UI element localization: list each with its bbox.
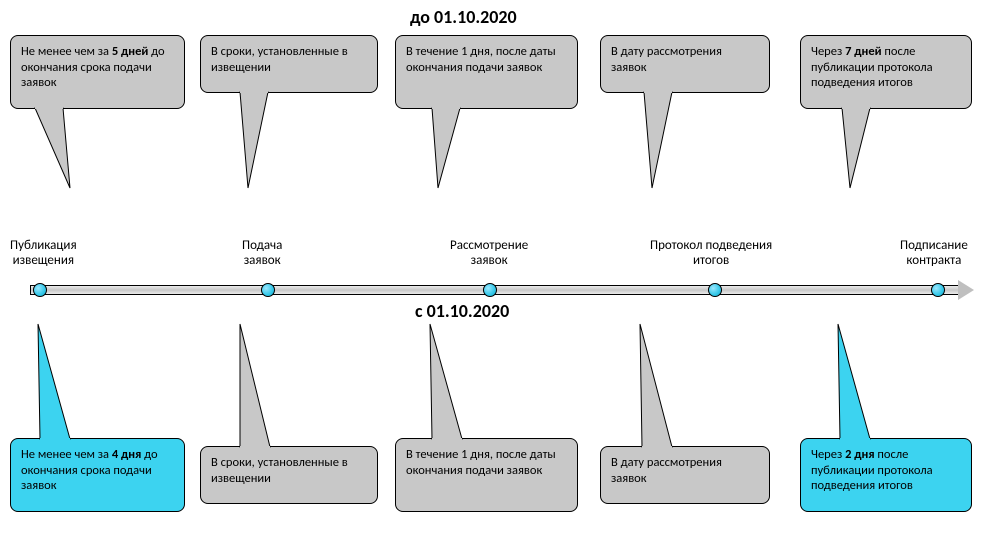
callout-tail — [836, 322, 872, 441]
callout-top: Не менее чем за 5 дней до окончания срок… — [10, 35, 185, 109]
milestone-label: Публикация извещения — [10, 238, 77, 268]
timeline-node — [708, 283, 722, 297]
callout-top: Через 7 дней после публикации протокола … — [800, 35, 972, 109]
callout-tail — [840, 106, 872, 190]
callout-tail — [638, 322, 674, 449]
milestone-label: Протокол подведения итогов — [650, 238, 772, 268]
callout-bottom: Не менее чем за 4 дня до окончания срока… — [10, 438, 185, 512]
callout-bottom: В течение 1 дня, после даты окончания по… — [395, 438, 578, 512]
milestone-label: Подписание контракта — [900, 238, 968, 268]
callout-top: В течение 1 дня, после даты окончания по… — [395, 35, 578, 109]
callout-tail — [430, 106, 462, 190]
timeline-arrowhead — [958, 280, 974, 300]
timeline-node — [483, 283, 497, 297]
milestone-label: Подача заявок — [242, 238, 282, 268]
milestone-label: Рассмотрение заявок — [450, 238, 528, 268]
callout-tail — [36, 322, 72, 441]
callout-bottom: В сроки, установленные в извещении — [200, 446, 378, 504]
title-bottom: с 01.10.2020 — [415, 300, 509, 322]
callout-tail — [238, 322, 272, 449]
title-top: до 01.10.2020 — [410, 6, 517, 28]
callout-tail — [642, 90, 674, 190]
callout-bottom: Через 2 дня после публикации протокола п… — [800, 438, 972, 512]
callout-bottom: В дату рассмотрения заявок — [600, 446, 770, 504]
callout-tail — [33, 106, 72, 190]
callout-top: В дату рассмотрения заявок — [600, 35, 770, 93]
timeline-node — [931, 283, 945, 297]
timeline-node — [33, 283, 47, 297]
callout-top: В сроки, установленные в извещении — [200, 35, 378, 93]
timeline-node — [261, 283, 275, 297]
callout-tail — [238, 90, 270, 190]
callout-tail — [428, 322, 464, 441]
